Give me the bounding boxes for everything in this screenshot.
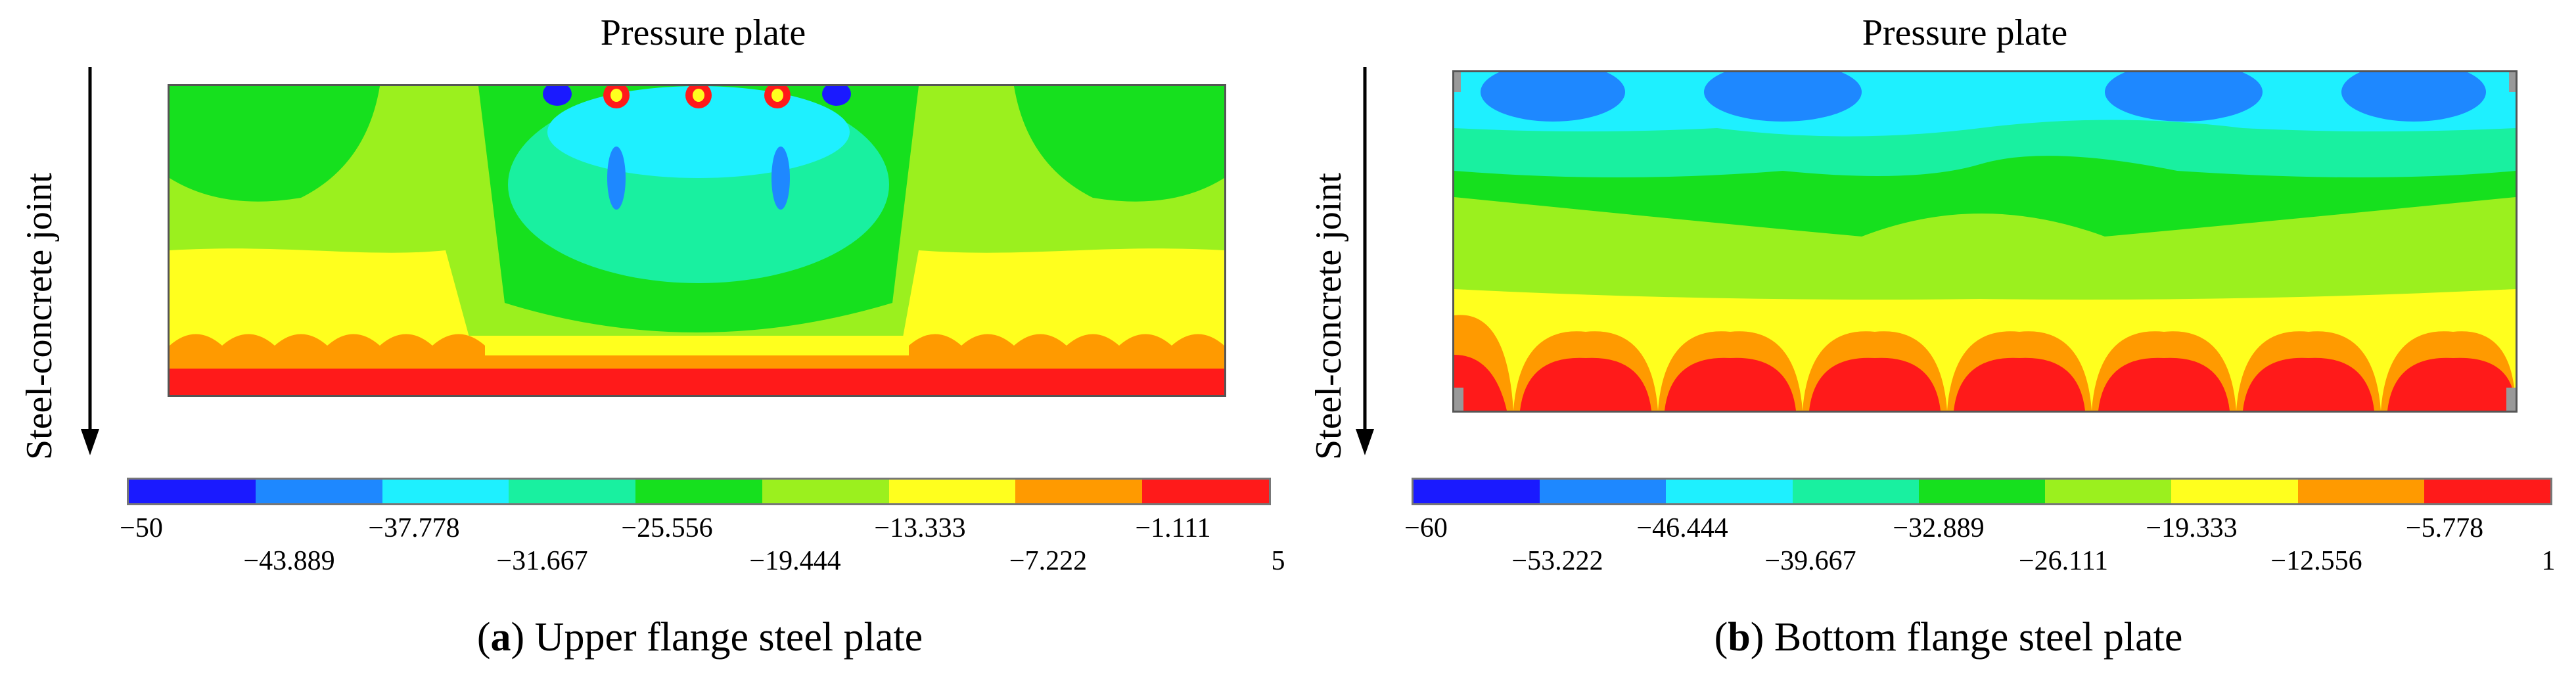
colorbar-segment — [888, 480, 1016, 503]
colorbar-tick: −43.889 — [243, 546, 335, 576]
colorbar-tick: −31.667 — [496, 546, 588, 576]
colorbar-tick: −37.778 — [368, 513, 460, 543]
colorbar-segment — [129, 480, 256, 503]
plot-title: Pressure plate — [600, 12, 806, 53]
side-label: Steel-concrete joint — [1308, 173, 1349, 460]
colorbar-segment — [2045, 480, 2172, 503]
colorbar-tick: 1 — [2541, 546, 2556, 576]
colorbar-tick: −12.556 — [2270, 546, 2362, 576]
colorbar-tick: −32.889 — [1893, 513, 1985, 543]
colorbar-b — [1412, 478, 2552, 505]
colorbar-segment — [1142, 480, 1270, 503]
colorbar-segment — [255, 480, 382, 503]
colorbar-segment — [1015, 480, 1143, 503]
down-arrow-icon — [1356, 67, 1374, 455]
colorbar-tick: −26.111 — [2018, 546, 2109, 576]
colorbar-segment — [509, 480, 636, 503]
figure-caption-a: (a) Upper flange steel plate — [476, 615, 923, 660]
colorbar-segment — [1414, 480, 1540, 503]
panel-upper-flange: Pressure plate Steel-concrete joint — [19, 12, 1285, 660]
stress-contour-plot-b — [1452, 70, 2518, 413]
colorbar-tick: −60 — [1404, 513, 1448, 543]
plot-title: Pressure plate — [1862, 12, 2068, 53]
colorbar-segment — [2297, 480, 2424, 503]
colorbar-tick: −53.222 — [1511, 546, 1603, 576]
colorbar-segment — [382, 480, 509, 503]
stress-contour-plot-a — [168, 84, 1226, 397]
colorbar-segment — [2171, 480, 2298, 503]
caption-letter: a — [490, 615, 511, 660]
colorbar-tick: −5.778 — [2405, 513, 2484, 543]
colorbar-tick: −39.667 — [1764, 546, 1856, 576]
panel-bottom-flange: Pressure plate Steel-concrete joint — [1288, 0, 2576, 680]
colorbar-a — [127, 478, 1271, 505]
colorbar-tick: −19.333 — [2146, 513, 2238, 543]
colorbar-tick: −13.333 — [874, 513, 966, 543]
figure-caption-b: (b) Bottom flange steel plate — [1714, 615, 2183, 660]
colorbar-tick: −1.111 — [1135, 513, 1211, 543]
colorbar-segment — [635, 480, 762, 503]
colorbar-tick: −7.222 — [1009, 546, 1088, 576]
colorbar-segment — [2424, 480, 2550, 503]
down-arrow-icon — [81, 67, 99, 455]
colorbar-segment — [1666, 480, 1793, 503]
colorbar-segment — [1792, 480, 1919, 503]
side-label: Steel-concrete joint — [19, 173, 60, 460]
colorbar-tick: −46.444 — [1636, 513, 1728, 543]
caption-text: Upper flange steel plate — [534, 615, 923, 660]
colorbar-segment — [1918, 480, 2046, 503]
colorbar-tick: −25.556 — [621, 513, 713, 543]
colorbar-segment — [1540, 480, 1667, 503]
caption-letter: b — [1728, 615, 1751, 660]
colorbar-tick: 5 — [1271, 546, 1285, 576]
colorbar-segment — [762, 480, 889, 503]
caption-text: Bottom flange steel plate — [1774, 615, 2183, 660]
colorbar-tick: −50 — [120, 513, 163, 543]
colorbar-tick: −19.444 — [749, 546, 841, 576]
